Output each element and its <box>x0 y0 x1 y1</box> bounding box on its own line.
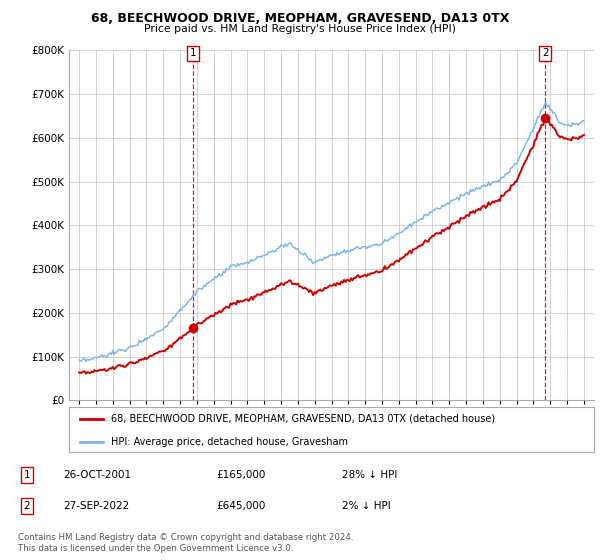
Text: 26-OCT-2001: 26-OCT-2001 <box>63 470 131 480</box>
Text: HPI: Average price, detached house, Gravesham: HPI: Average price, detached house, Grav… <box>111 437 348 447</box>
Text: Price paid vs. HM Land Registry's House Price Index (HPI): Price paid vs. HM Land Registry's House … <box>144 24 456 34</box>
Text: Contains HM Land Registry data © Crown copyright and database right 2024.
This d: Contains HM Land Registry data © Crown c… <box>18 533 353 553</box>
Text: £645,000: £645,000 <box>216 501 265 511</box>
Text: 1: 1 <box>190 49 197 58</box>
Text: 1: 1 <box>23 470 31 480</box>
Text: £165,000: £165,000 <box>216 470 265 480</box>
Text: 2% ↓ HPI: 2% ↓ HPI <box>342 501 391 511</box>
Text: 2: 2 <box>542 49 548 58</box>
Text: 2: 2 <box>23 501 31 511</box>
Text: 27-SEP-2022: 27-SEP-2022 <box>63 501 129 511</box>
Text: 68, BEECHWOOD DRIVE, MEOPHAM, GRAVESEND, DA13 0TX (detached house): 68, BEECHWOOD DRIVE, MEOPHAM, GRAVESEND,… <box>111 414 495 424</box>
Text: 68, BEECHWOOD DRIVE, MEOPHAM, GRAVESEND, DA13 0TX: 68, BEECHWOOD DRIVE, MEOPHAM, GRAVESEND,… <box>91 12 509 25</box>
Text: 28% ↓ HPI: 28% ↓ HPI <box>342 470 397 480</box>
